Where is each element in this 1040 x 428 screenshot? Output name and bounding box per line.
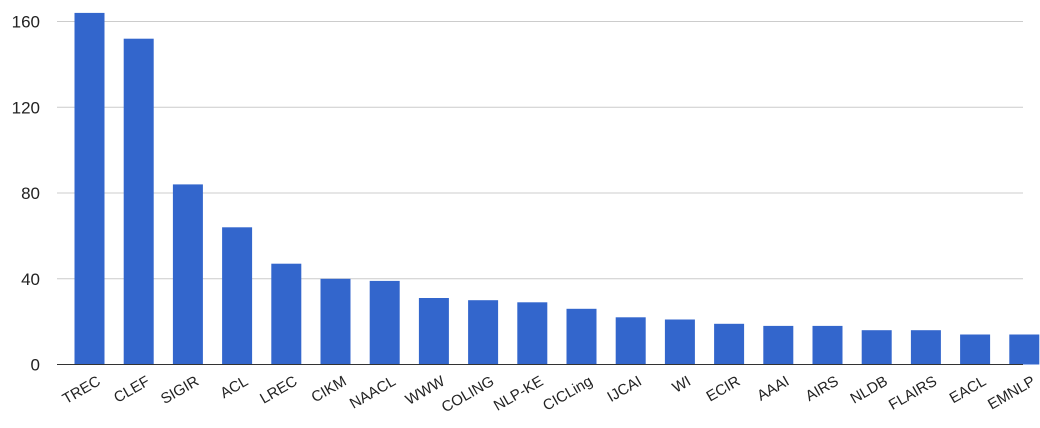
bars [74, 12, 1040, 365]
y-tick-label: 0 [31, 356, 40, 375]
x-category-label: ACL [217, 373, 251, 402]
x-category-label: EMNLP [985, 373, 1038, 414]
bar-ijcai [615, 317, 646, 365]
y-tick-label: 120 [12, 98, 40, 117]
x-category-label: IJCAI [604, 373, 644, 406]
bar-clef [123, 38, 154, 365]
x-category-label: EACL [947, 373, 989, 407]
x-category-label: WI [670, 373, 694, 397]
y-axis-ticks: 0 40 80 120 160 [12, 13, 40, 375]
y-tick-label: 80 [21, 184, 40, 203]
y-tick-label: 40 [21, 270, 40, 289]
x-category-label: AAAI [754, 373, 792, 405]
bar-coling [468, 300, 499, 365]
bar-wi [664, 319, 695, 365]
bar-airs [812, 325, 843, 365]
x-category-label: NLP-KE [491, 373, 546, 415]
bar-sigir [172, 184, 203, 365]
bar-naacl [369, 280, 400, 365]
bar-eacl [960, 334, 991, 365]
x-category-label: NLDB [848, 373, 891, 408]
bar-aaai [763, 325, 794, 365]
x-category-label: SIGIR [158, 373, 202, 408]
x-category-label: CIKM [309, 373, 350, 406]
x-category-label: FLAIRS [886, 373, 940, 414]
bar-www [418, 298, 449, 365]
bar-trec [74, 12, 105, 365]
x-category-label: CLEF [111, 373, 153, 407]
bar-acl [222, 227, 253, 365]
bar-nldb [861, 330, 892, 365]
gridlines [57, 21, 1023, 280]
x-category-label: COLING [439, 373, 497, 416]
bar-nlp-ke [517, 302, 548, 365]
bar-lrec [271, 263, 302, 365]
x-category-label: CICLing [540, 373, 595, 415]
x-category-label: ECIR [704, 373, 744, 406]
bar-emnlp [1009, 334, 1040, 365]
bar-ecir [714, 323, 745, 365]
x-category-label: NAACL [347, 373, 399, 413]
y-tick-label: 160 [12, 13, 40, 32]
x-category-label: LREC [257, 373, 300, 408]
bar-cicling [566, 308, 597, 365]
bar-cikm [320, 278, 351, 365]
x-category-label: TREC [60, 373, 104, 408]
bar-flairs [910, 330, 941, 365]
x-category-label: AIRS [803, 373, 842, 405]
